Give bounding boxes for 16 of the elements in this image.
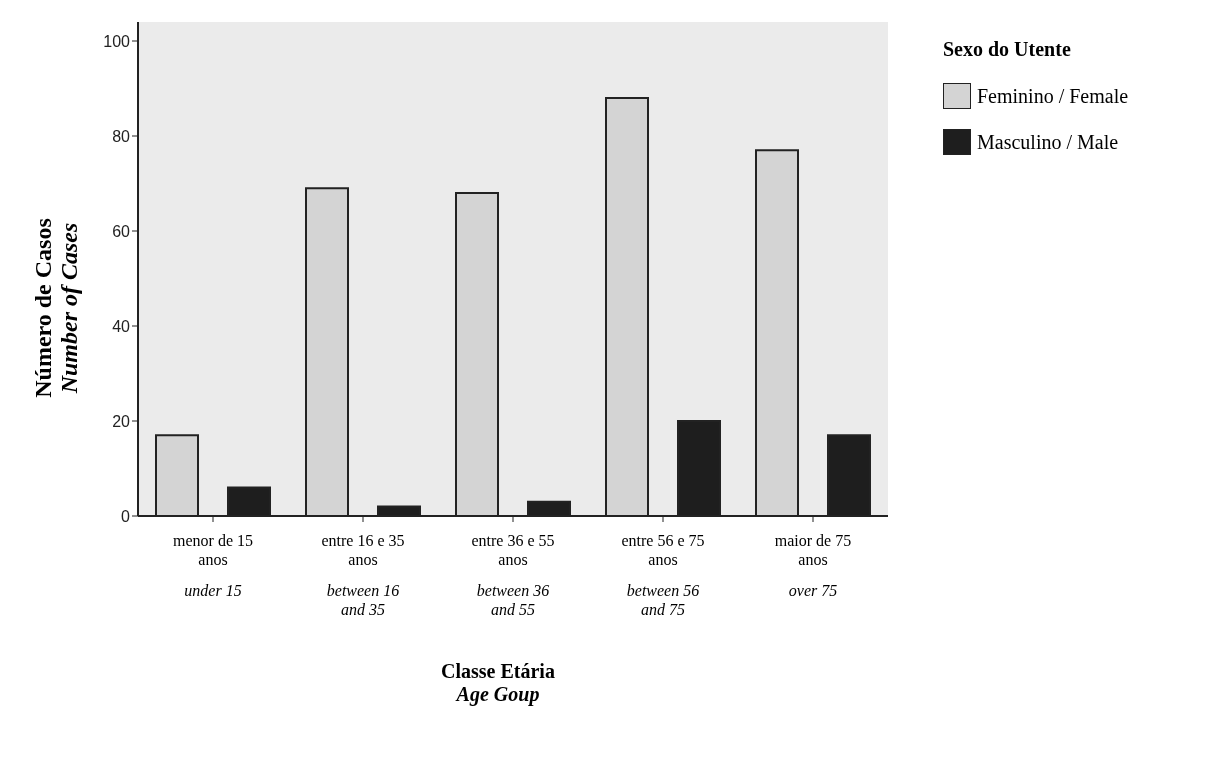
y-tick-label: 60: [112, 222, 131, 240]
x-tick-label: maior de 75 anos over 75: [774, 532, 852, 599]
x-tick-label: entre 56 e 75 anos between 56 and 75: [621, 532, 705, 618]
x-tick-label: entre 36 e 55 anos between 36 and 55: [471, 532, 555, 618]
y-tick-label: 100: [103, 32, 131, 50]
y-tick-label: 40: [112, 317, 131, 335]
y-tick-label: 80: [112, 127, 131, 145]
legend-title: Sexo do Utente: [943, 38, 1072, 61]
legend-label: Masculino / Male: [977, 130, 1119, 154]
y-tick-label: 20: [112, 412, 131, 430]
legend-label: Feminino / Female: [977, 84, 1129, 108]
x-axis-title: Classe Etária Age Goup: [440, 660, 556, 706]
y-axis-title: Número de Casos Number of Cases: [30, 218, 82, 398]
x-tick-label: menor de 15 anos under 15: [173, 532, 253, 599]
y-tick-label: 0: [121, 507, 131, 525]
x-tick-label: entre 16 e 35 anos between 16 and 35: [321, 532, 405, 618]
